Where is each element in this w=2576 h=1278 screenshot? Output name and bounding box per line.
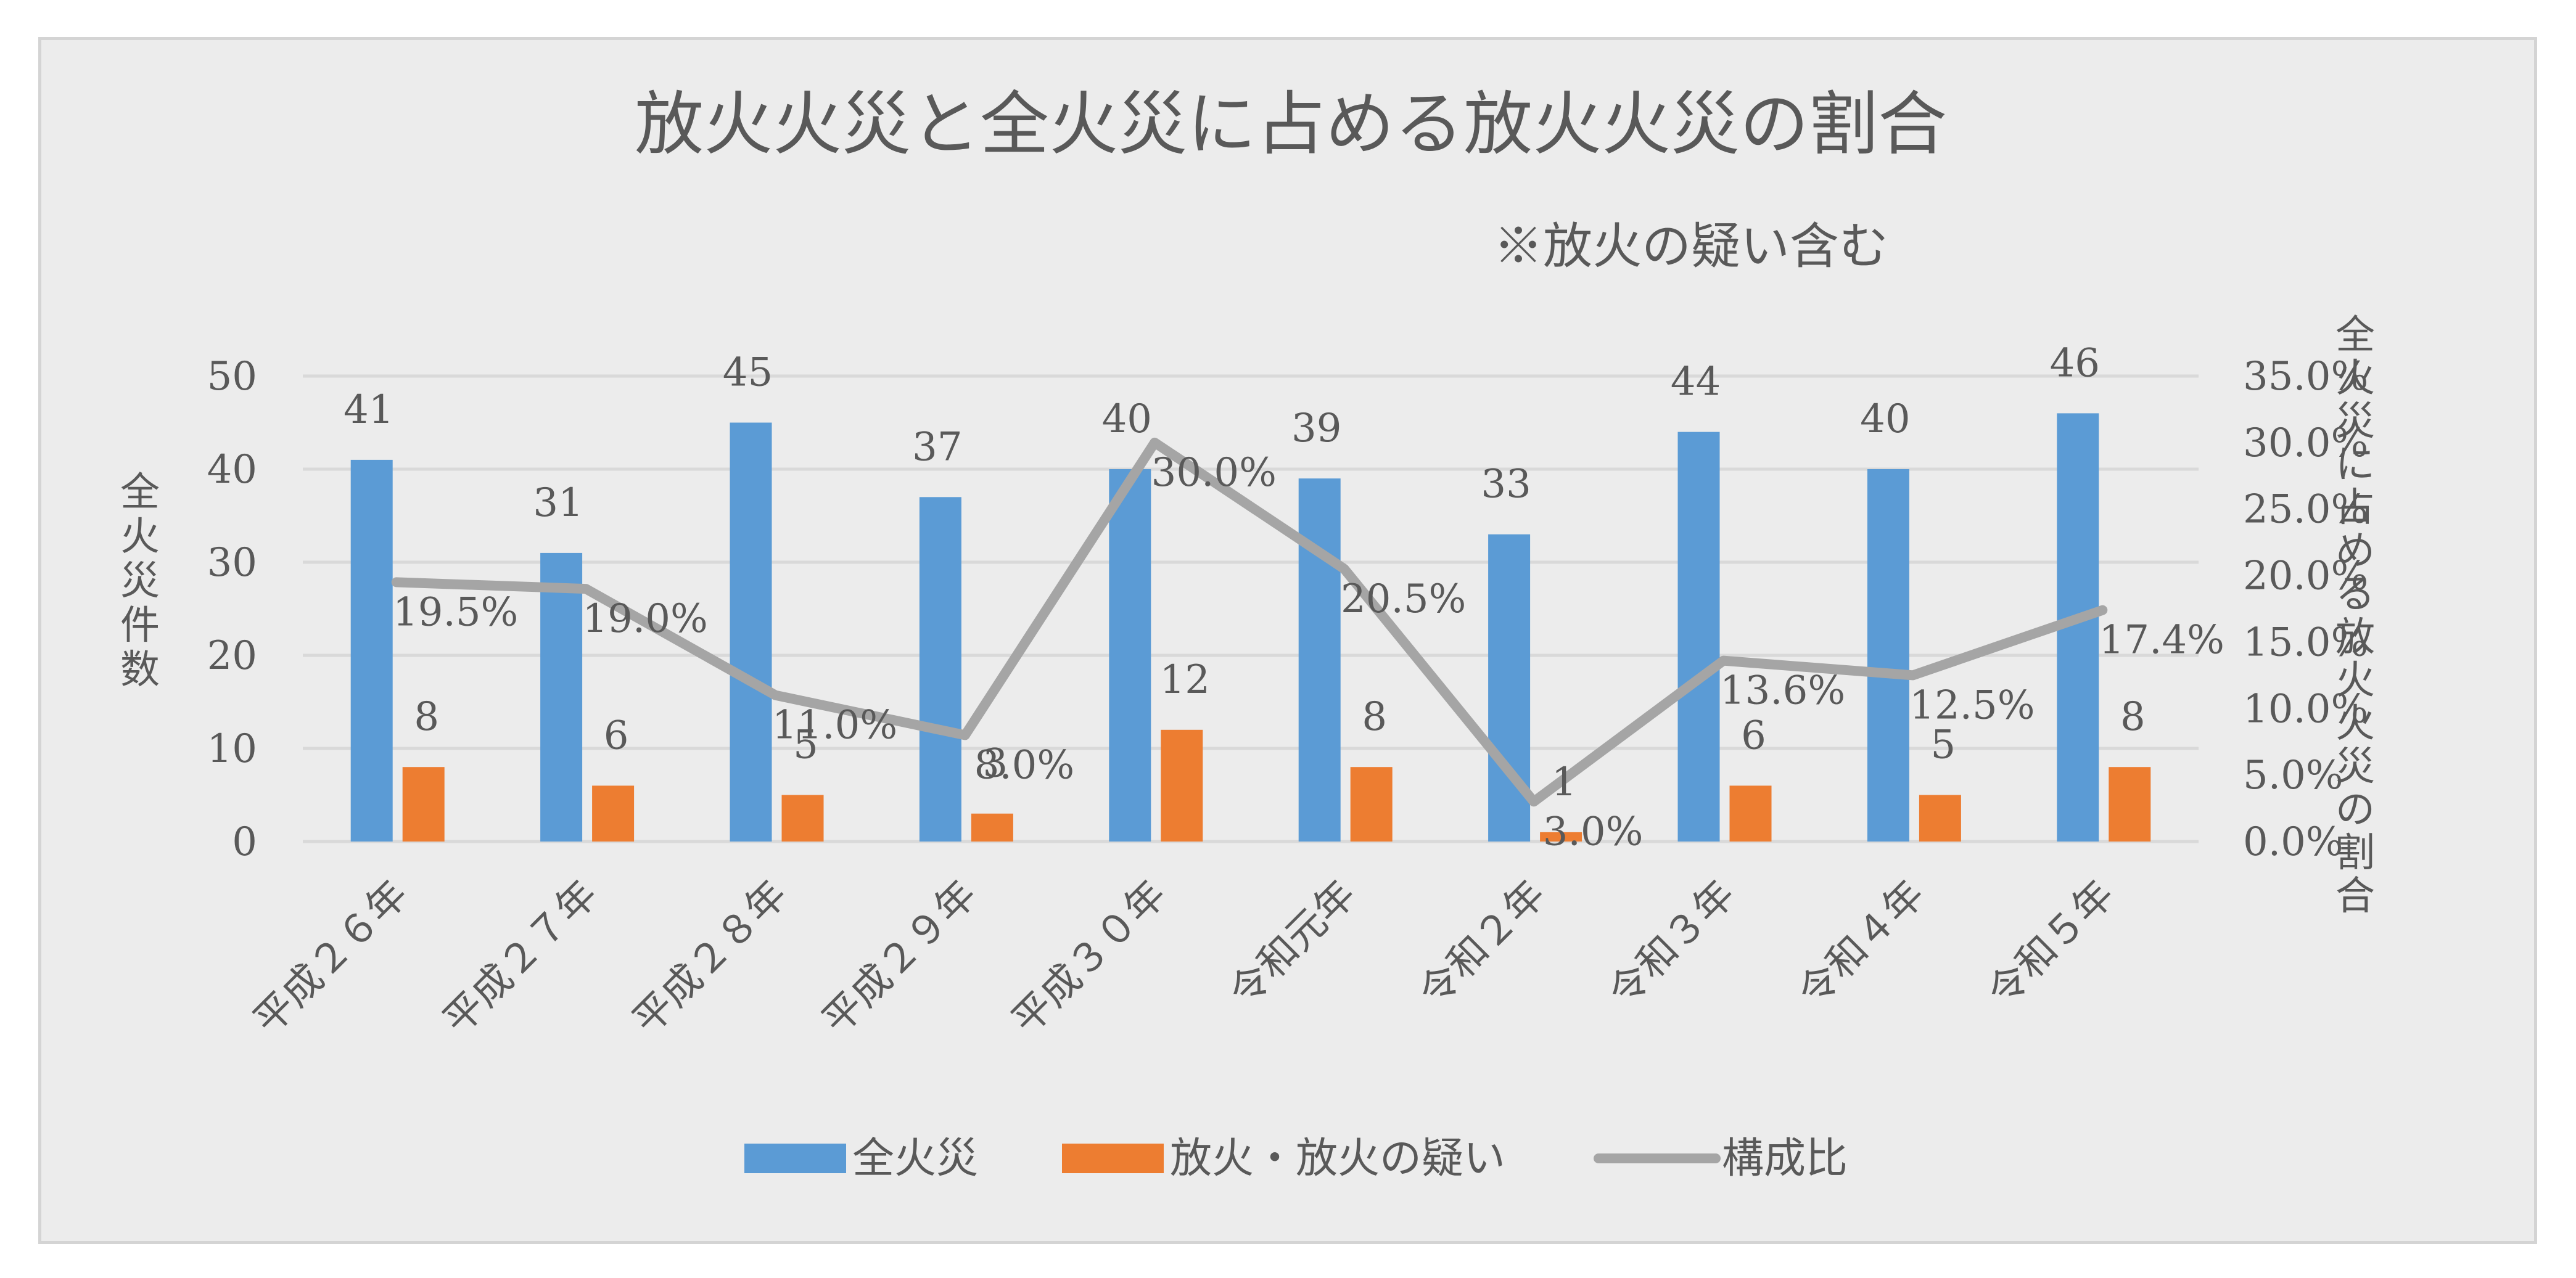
y-tick-label: 0 <box>232 819 257 865</box>
ratio-line <box>391 437 2108 807</box>
y2-tick-label: 30.0% <box>2243 420 2368 466</box>
y-tick-label: 10 <box>207 726 257 772</box>
data-label-arson: 8 <box>1362 694 1387 740</box>
data-label-arson: 12 <box>1160 657 1210 703</box>
data-label-arson: 3 <box>983 741 1008 787</box>
data-label-arson: 8 <box>414 694 439 740</box>
bar-arson <box>402 767 445 842</box>
left-axis-ticks: 0 10 20 30 40 50 <box>207 354 257 865</box>
data-label-all-fires: 33 <box>1481 462 1531 507</box>
data-label-ratio: 3.0% <box>1543 809 1644 854</box>
category-label: 令和４年 <box>1790 872 1933 1015</box>
legend-label: 構成比 <box>1722 1134 1848 1183</box>
data-label-ratio: 19.5% <box>393 589 518 635</box>
category-label: 平成２７年 <box>435 872 607 1044</box>
category-label: 令和５年 <box>1979 872 2123 1015</box>
y2-tick-label: 15.0% <box>2243 620 2368 665</box>
data-label-arson: 8 <box>2120 694 2146 740</box>
data-label-arson: 5 <box>1931 723 1956 768</box>
category-label: 平成２８年 <box>624 872 796 1044</box>
data-label-ratio: 12.5% <box>1909 682 2035 728</box>
chart-title: 放火火災と全火災に占める放火火災の割合 <box>635 84 1947 165</box>
category-labels: 平成２６年 平成２７年 平成２８年 平成２９年 平成３０年 令和元年 令和２年 令和３年 令和４… <box>245 872 2123 1044</box>
bar-arson <box>592 785 635 842</box>
y2-tick-label: 5.0% <box>2243 753 2344 798</box>
bar-arson <box>1350 767 1393 842</box>
y2-tick-label: 10.0% <box>2243 686 2368 732</box>
bar-arson <box>1729 785 1772 842</box>
bar-all-fires <box>1298 478 1341 842</box>
ratio-line-path <box>391 437 2108 807</box>
data-label-ratio: 8.0% <box>974 742 1075 788</box>
bars <box>350 413 2151 842</box>
bar-arson <box>781 795 824 842</box>
data-label-all-fires: 41 <box>344 387 393 433</box>
y-tick-label: 50 <box>207 354 257 399</box>
y2-tick-label: 0.0% <box>2243 819 2344 865</box>
data-label-ratio: 20.5% <box>1341 576 1466 622</box>
data-label-all-fires: 31 <box>533 480 583 526</box>
y2-tick-label: 25.0% <box>2243 487 2368 533</box>
legend-swatch <box>744 1144 846 1173</box>
y-axis-title: 全火災件数 <box>120 470 160 693</box>
bar-arson <box>1161 729 1203 842</box>
data-label-ratio: 17.4% <box>2099 618 2224 663</box>
chart-frame: 放火火災と全火災に占める放火火災の割合 ※放火の疑い含む 0 10 20 30 40 50… <box>38 37 2537 1244</box>
category-label: 令和元年 <box>1221 872 1365 1015</box>
bar-all-fires <box>350 459 393 842</box>
bar-all-fires <box>1867 469 1909 842</box>
data-label-arson: 6 <box>1741 713 1766 758</box>
chart-subtitle: ※放火の疑い含む <box>1494 218 1888 275</box>
data-label-all-fires: 40 <box>1102 396 1152 442</box>
bar-all-fires <box>919 497 961 842</box>
bar-all-fires <box>1109 469 1151 842</box>
right-axis-ticks: 0.0% 5.0% 10.0% 15.0% 20.0% 25.0% 30.0% 35.0% <box>2243 354 2368 865</box>
legend-label: 全火災 <box>852 1134 978 1183</box>
y2-axis-title-text: 全火災に占める放火火災の割合 <box>2335 313 2375 919</box>
data-label-arson: 1 <box>1552 760 1577 805</box>
data-label-ratio: 11.0% <box>772 703 897 748</box>
bar-arson <box>1540 832 1582 842</box>
data-label-all-fires: 39 <box>1291 406 1341 451</box>
data-label-all-fires: 45 <box>723 350 773 396</box>
bar-all-fires <box>730 422 772 842</box>
bar-all-fires <box>540 552 583 842</box>
data-label-all-fires: 44 <box>1671 359 1721 405</box>
y-tick-label: 40 <box>207 447 257 493</box>
chart-svg: 放火火災と全火災に占める放火火災の割合 ※放火の疑い含む 01020304050… <box>120 84 2375 1183</box>
bar-all-fires <box>1677 432 1720 842</box>
bar-arson <box>1919 795 1961 842</box>
category-label: 令和３年 <box>1600 872 1743 1015</box>
bar-arson <box>971 813 1013 842</box>
y2-tick-label: 20.0% <box>2243 554 2368 599</box>
legend-swatch <box>1062 1144 1164 1173</box>
data-label-all-fires: 37 <box>912 424 962 470</box>
data-labels: 41 31 45 37 40 39 33 44 40 46 8 6 5 3 12 8 1 6 5 8 19.5% 19.0… <box>344 340 2224 854</box>
y-tick-label: 20 <box>207 633 257 679</box>
category-label: 平成２９年 <box>814 872 986 1044</box>
y2-axis-title: 全火災に占める放火火災の割合 <box>2335 313 2375 919</box>
data-label-ratio: 30.0% <box>1151 450 1277 496</box>
category-label: 平成２６年 <box>245 872 417 1044</box>
legend-label: 放火・放火の疑い <box>1170 1134 1505 1183</box>
data-label-arson: 5 <box>793 723 818 768</box>
legend: 全火災 放火・放火の疑い 構成比 <box>744 1134 1848 1183</box>
y2-tick-label: 35.0% <box>2243 354 2368 399</box>
category-label: 令和２年 <box>1410 872 1554 1015</box>
data-label-ratio: 13.6% <box>1720 668 1845 714</box>
y-axis-title-text: 全火災件数 <box>120 470 160 693</box>
data-label-all-fires: 40 <box>1860 396 1910 442</box>
category-label: 平成３０年 <box>1003 872 1175 1044</box>
data-label-ratio: 19.0% <box>582 596 707 642</box>
y-tick-label: 30 <box>207 540 257 586</box>
data-label-all-fires: 46 <box>2050 340 2100 386</box>
bar-arson <box>2109 767 2151 842</box>
data-label-arson: 6 <box>604 713 629 758</box>
